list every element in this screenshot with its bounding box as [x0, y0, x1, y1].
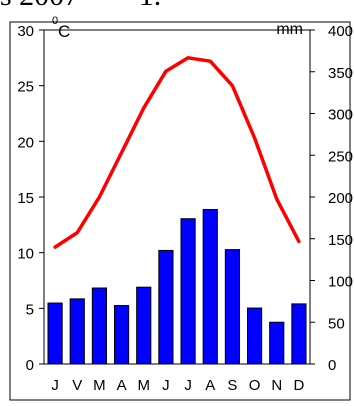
month-label: M — [138, 377, 151, 394]
month-label: S — [227, 377, 237, 394]
precipitation-bar — [91, 287, 108, 365]
temp-unit-label: C — [58, 22, 70, 41]
right-tick-label: 350 — [328, 65, 353, 82]
precipitation-bars — [47, 209, 307, 365]
right-tick-label: 50 — [328, 315, 345, 332]
precipitation-bar — [158, 249, 174, 365]
left-tick-label: 10 — [17, 246, 34, 263]
precipitation-bar — [202, 209, 218, 365]
left-tick-label: 30 — [17, 23, 34, 40]
right-tick-label: 150 — [328, 232, 353, 249]
right-tick-label: 100 — [328, 274, 353, 291]
month-label: O — [249, 377, 261, 394]
right-axis: 0 50 100 150 200 250 300 350 400 — [310, 23, 353, 374]
precipitation-bar — [69, 298, 85, 365]
month-label: M — [93, 377, 106, 394]
right-tick-label: 200 — [328, 190, 353, 207]
precipitation-bar — [224, 249, 241, 365]
month-label: A — [205, 377, 215, 394]
left-axis: 0 5 10 15 20 25 30 — [17, 23, 44, 374]
right-tick-label: 250 — [328, 148, 353, 165]
plot-area — [43, 29, 311, 365]
temperature-line-group — [53, 56, 301, 249]
left-tick-label: 5 — [26, 301, 34, 318]
right-tick-label: 400 — [328, 23, 353, 40]
month-label: J — [184, 377, 192, 394]
precipitation-bar — [246, 307, 263, 365]
caption-trailing: 1. — [139, 0, 162, 12]
right-tick-label: 300 — [328, 107, 353, 124]
precip-unit-label: mm — [276, 21, 303, 38]
month-label: D — [293, 377, 304, 394]
precipitation-bar — [291, 303, 307, 365]
right-tick-label: 0 — [328, 357, 336, 374]
left-tick-label: 25 — [17, 79, 34, 96]
precipitation-bar — [269, 321, 285, 365]
precipitation-bar — [47, 302, 63, 365]
caption-text: s 2007 1. — [0, 0, 161, 13]
month-label: J — [162, 377, 170, 394]
left-tick-label: 15 — [17, 190, 34, 207]
month-label: N — [271, 377, 282, 394]
left-tick-label: 0 — [26, 357, 34, 374]
month-label: V — [72, 377, 82, 394]
caption-main: s 2007 — [0, 0, 79, 12]
month-label: J — [51, 377, 59, 394]
precipitation-bar — [113, 305, 130, 365]
temp-degree-label: 0 — [52, 15, 58, 27]
month-label: A — [117, 377, 127, 394]
temperature-line — [53, 56, 301, 249]
chart-frame — [9, 21, 351, 401]
precipitation-bar — [180, 218, 196, 365]
precipitation-bar — [136, 286, 152, 365]
left-tick-label: 20 — [17, 134, 34, 151]
